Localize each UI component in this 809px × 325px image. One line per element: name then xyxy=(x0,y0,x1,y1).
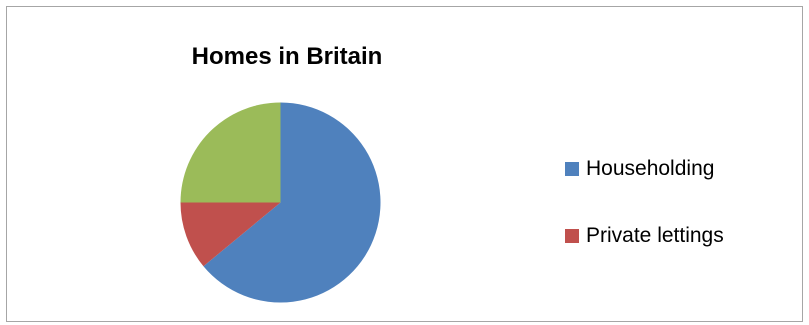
legend: Householding Private lettings xyxy=(565,155,795,250)
pie-chart xyxy=(180,102,381,303)
pie-slices xyxy=(180,102,381,303)
legend-item-private-lettings: Private lettings xyxy=(565,222,795,250)
pie-slice-householding-0 xyxy=(203,102,381,303)
legend-item-householding: Householding xyxy=(565,155,795,183)
legend-label-householding: Householding xyxy=(586,157,715,180)
chart-frame: Homes in Britain Householding Private le… xyxy=(6,6,803,322)
legend-swatch-householding xyxy=(565,162,579,176)
legend-swatch-private-lettings xyxy=(565,229,579,243)
chart-title: Homes in Britain xyxy=(191,43,383,70)
pie-slice-unlabeled-2 xyxy=(180,102,281,203)
pie-slice-private-lettings-1 xyxy=(180,202,281,267)
legend-label-private-lettings: Private lettings xyxy=(586,224,724,247)
